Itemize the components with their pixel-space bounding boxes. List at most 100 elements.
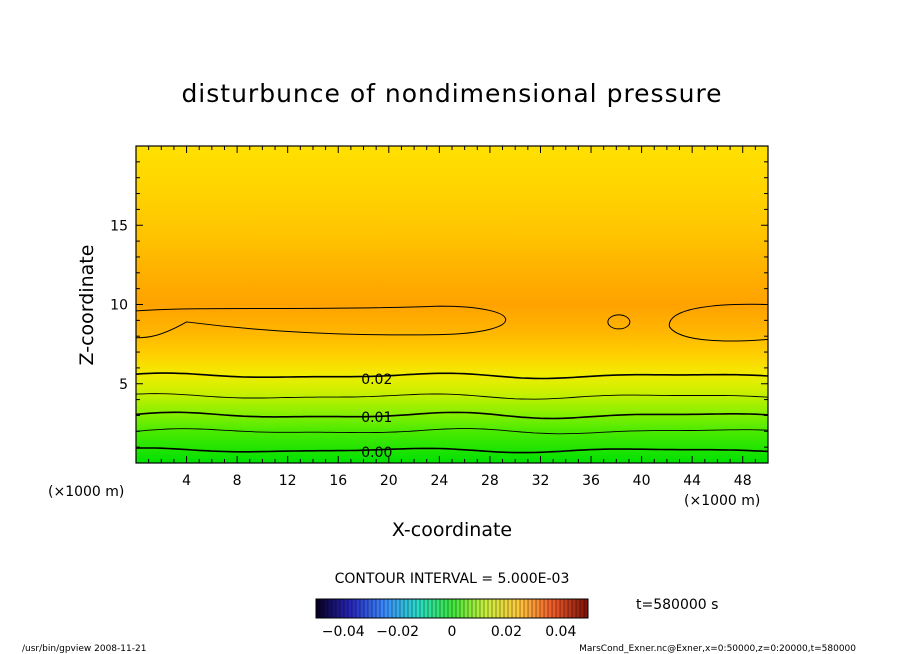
colorbar-cell bbox=[336, 599, 341, 618]
colorbar-cell bbox=[532, 599, 537, 618]
colorbar-cell bbox=[576, 599, 581, 618]
colorbar-cell bbox=[352, 599, 357, 618]
colorbar-cell bbox=[584, 599, 589, 618]
colorbar-cell bbox=[376, 599, 381, 618]
colorbar-cell bbox=[356, 599, 361, 618]
contour-line-1 bbox=[136, 393, 768, 400]
colorbar-cell bbox=[472, 599, 477, 618]
x-tick-label: 8 bbox=[233, 473, 242, 489]
colorbar-cell bbox=[408, 599, 413, 618]
contour-interval-text: CONTOUR INTERVAL = 5.000E-03 bbox=[335, 571, 570, 587]
y-tick-label: 15 bbox=[110, 218, 128, 234]
plot-area: 0.02 0.01 0.00 bbox=[136, 146, 768, 463]
colorbar-cell bbox=[516, 599, 521, 618]
contour-label: 0.02 bbox=[361, 372, 392, 388]
colorbar-cell bbox=[360, 599, 365, 618]
colorbar-cell bbox=[456, 599, 461, 618]
time-label: t=580000 s bbox=[636, 597, 718, 613]
colorbar-cell bbox=[428, 599, 433, 618]
colorbar-cell bbox=[348, 599, 353, 618]
colorbar-frame bbox=[315, 598, 589, 619]
colorbar-cell bbox=[452, 599, 457, 618]
x-unit-label: (×1000 m) bbox=[684, 493, 760, 509]
colorbar-cell bbox=[508, 599, 513, 618]
colorbar-cell bbox=[372, 599, 377, 618]
colorbar-cell bbox=[444, 599, 449, 618]
colorbar-cell bbox=[400, 599, 405, 618]
contour-label: 0.00 bbox=[361, 445, 392, 461]
x-tick-label: 28 bbox=[481, 473, 499, 489]
colorbar-cell bbox=[388, 599, 393, 618]
colorbar-cell bbox=[492, 599, 497, 618]
colorbar-cell bbox=[328, 599, 333, 618]
colorbar-cell bbox=[540, 599, 545, 618]
z-unit-label: (×1000 m) bbox=[48, 484, 124, 500]
colorbar-cell bbox=[556, 599, 561, 618]
colorbar-cell bbox=[484, 599, 489, 618]
x-tick-label: 48 bbox=[734, 473, 752, 489]
contour-lobe-left bbox=[136, 305, 506, 339]
colorbar-tick-label: 0.02 bbox=[491, 624, 522, 640]
colorbar-tick-labels: −0.04 −0.02 0 0.02 0.04 bbox=[322, 624, 577, 640]
colorbar-cell bbox=[320, 599, 325, 618]
x-tick-label: 12 bbox=[279, 473, 297, 489]
colorbar-cell bbox=[384, 599, 389, 618]
colorbar-cell bbox=[404, 599, 409, 618]
colorbar-cell bbox=[496, 599, 501, 618]
colorbar-cell bbox=[332, 599, 337, 618]
colorbar-cell bbox=[480, 599, 485, 618]
footer-right: MarsCond_Exner.nc@Exner,x=0:50000,z=0:20… bbox=[579, 644, 856, 654]
contour-line-2 bbox=[136, 411, 768, 420]
colorbar-cell bbox=[572, 599, 577, 618]
x-axis-ticks: 4 8 12 16 20 24 28 32 36 40 44 48 bbox=[148, 146, 756, 489]
x-tick-label: 24 bbox=[430, 473, 448, 489]
colorbar-cell bbox=[432, 599, 437, 618]
colorbar-cell bbox=[420, 599, 425, 618]
colorbar-cell bbox=[344, 599, 349, 618]
colorbar-cell bbox=[544, 599, 549, 618]
contour-line-3 bbox=[136, 428, 768, 435]
y-axis-ticks: 5 10 15 bbox=[110, 161, 768, 448]
colorbar-tick-label: −0.04 bbox=[322, 624, 365, 640]
y-axis-label: Z-coordinate bbox=[76, 245, 98, 366]
colorbar-cell bbox=[412, 599, 417, 618]
colorbar-cell bbox=[520, 599, 525, 618]
x-tick-label: 16 bbox=[329, 473, 347, 489]
colorbar-cell bbox=[468, 599, 473, 618]
colorbar-cell bbox=[416, 599, 421, 618]
x-tick-label: 4 bbox=[182, 473, 191, 489]
colorbar-cell bbox=[424, 599, 429, 618]
footer-left: /usr/bin/gpview 2008-11-21 bbox=[22, 644, 146, 654]
colorbar-cell bbox=[524, 599, 529, 618]
colorbar-cell bbox=[464, 599, 469, 618]
colorbar-cell bbox=[436, 599, 441, 618]
colorbar-cell bbox=[504, 599, 509, 618]
colorbar-cell bbox=[552, 599, 557, 618]
colorbar-cell bbox=[528, 599, 533, 618]
colorbar-cell bbox=[460, 599, 465, 618]
x-tick-label: 32 bbox=[532, 473, 550, 489]
x-tick-label: 20 bbox=[380, 473, 398, 489]
colorbar-cell bbox=[500, 599, 505, 618]
chart-title: disturbunce of nondimensional pressure bbox=[181, 79, 722, 108]
x-tick-label: 40 bbox=[633, 473, 651, 489]
colorbar-cell bbox=[512, 599, 517, 618]
y-tick-label: 10 bbox=[110, 298, 128, 314]
colorbar-cell bbox=[548, 599, 553, 618]
y-tick-label: 5 bbox=[119, 377, 128, 393]
colorbar-cell bbox=[380, 599, 385, 618]
contour-lobe-small bbox=[607, 314, 631, 330]
colorbar-cell bbox=[340, 599, 345, 618]
colorbar-tick-label: −0.02 bbox=[376, 624, 419, 640]
x-tick-label: 36 bbox=[582, 473, 600, 489]
field-background bbox=[136, 146, 768, 463]
contour-label: 0.01 bbox=[361, 410, 392, 426]
colorbar-cell bbox=[568, 599, 573, 618]
colorbar-cell bbox=[316, 599, 321, 618]
x-axis-label: X-coordinate bbox=[392, 519, 512, 541]
colorbar-cell bbox=[488, 599, 493, 618]
colorbar-cell bbox=[564, 599, 569, 618]
colorbar-cell bbox=[440, 599, 445, 618]
contour-line-0 bbox=[136, 372, 768, 380]
